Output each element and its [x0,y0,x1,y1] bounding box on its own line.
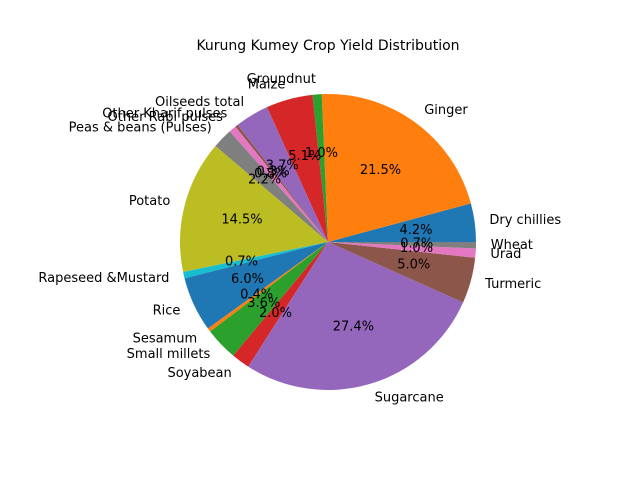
slice-percent-small-millets: 3.6% [247,296,280,311]
slice-label-turmeric: Turmeric [484,277,541,292]
slice-percent-dry-chillies: 4.2% [400,223,433,238]
slice-label-rapeseed-mustard: Rapeseed &Mustard [38,271,169,286]
pie-slice-groundnut [312,94,328,243]
slice-percent-oilseeds-total: 3.7% [266,158,299,173]
pie-slice-rapeseed-mustard [183,242,328,279]
slice-percent-turmeric: 5.0% [397,258,430,273]
pie-slice-sesamum [207,242,328,332]
slice-percent-other-rabi-pulses: 0.8% [254,167,287,182]
slice-percent-maize: 5.1% [288,149,321,164]
slice-label-small-millets: Small millets [127,347,211,362]
pie-slice-soyabean [233,242,328,367]
slice-percent-potato: 14.5% [221,212,262,227]
slice-percent-sesamum: 0.4% [240,287,273,302]
pie-slice-sugarcane [248,242,464,391]
chart-title: Kurung Kumey Crop Yield Distribution [196,38,459,54]
slice-label-dry-chillies: Dry chillies [489,213,561,228]
slice-label-ginger: Ginger [424,103,468,118]
slice-label-other-rabi-pulses: Other Rabi pulses [108,110,224,125]
slice-label-rice: Rice [153,303,181,318]
slice-percent-peas-beans-pulses: 2.2% [248,172,281,187]
pie-slice-peas-beans-pulses [215,131,328,242]
pie-slice-other-kharif-pulses [235,124,328,242]
slice-label-maize: Maize [248,77,286,92]
pie-slice-small-millets [210,242,328,356]
pie-slice-urad [328,242,476,258]
slice-percent-soyabean: 2.0% [259,306,292,321]
slice-label-other-kharif-pulses: Other Kharif pulses [102,107,227,122]
slice-label-groundnut: Groundnut [247,72,316,87]
pie-slice-potato [180,145,328,272]
labels-layer: Dry chillies 4.2% Ginger 21.5% Groundnut 1.0%… [38,72,561,405]
slice-percent-other-kharif-pulses: 0.3% [257,165,290,180]
slices-layer [180,94,476,391]
pie-slice-other-rabi-pulses [229,126,328,242]
slice-percent-ginger: 21.5% [360,163,401,178]
slice-percent-urad: 1.0% [400,241,433,256]
slice-label-sesamum: Sesamum [133,331,198,346]
slice-percent-sugarcane: 27.4% [333,320,374,335]
pie-slice-oilseeds-total [237,107,328,242]
pie-slice-wheat [328,242,476,249]
slice-percent-groundnut: 1.0% [305,146,338,161]
pie-slice-maize [266,94,328,242]
pie-slice-dry-chillies [328,203,476,242]
pie-slice-rice [184,242,328,329]
pie-slice-turmeric [328,242,476,303]
slice-label-urad: Urad [490,247,521,262]
slice-label-soyabean: Soyabean [167,366,231,381]
slice-percent-rice: 6.0% [231,272,264,287]
slice-percent-wheat: 0.7% [400,236,433,251]
slice-percent-rapeseed-mustard: 0.7% [225,254,258,269]
slice-label-wheat: Wheat [491,238,533,253]
slice-label-sugarcane: Sugarcane [375,390,444,405]
pie-slice-ginger [321,94,471,242]
slice-label-oilseeds-total: Oilseeds total [155,95,244,110]
slice-label-peas-beans-pulses: Peas & beans (Pulses) [69,121,212,136]
slice-label-potato: Potato [129,194,170,209]
